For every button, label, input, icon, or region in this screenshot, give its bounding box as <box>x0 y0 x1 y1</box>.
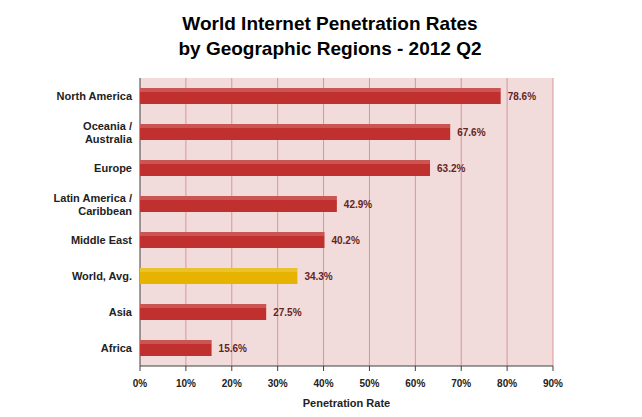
grid-line <box>185 78 186 366</box>
y-axis-line <box>140 78 141 366</box>
bar <box>140 196 337 212</box>
tick-label: 50% <box>359 378 379 389</box>
data-label: 34.3% <box>304 271 332 282</box>
tick-mark <box>507 366 508 371</box>
category-label-line: Oceania / <box>83 120 132 132</box>
bar <box>140 340 212 356</box>
bar <box>140 88 501 104</box>
chart: World Internet Penetration Rates by Geogr… <box>0 0 642 417</box>
category-label: North America <box>57 90 133 102</box>
plot-area <box>140 78 553 366</box>
category-label-line: Latin America / <box>54 192 132 204</box>
bar-highlight <box>140 304 266 308</box>
x-axis: 0% 10% 20% 30% 40% 50% 60% 70% 80% 90% <box>133 366 563 389</box>
page: {"chart_data": {"type": "bar", "orientat… <box>0 0 642 417</box>
bar-highlight <box>140 268 297 272</box>
grid-line <box>277 78 278 366</box>
tick-mark <box>277 366 278 371</box>
bar <box>140 304 266 320</box>
data-label: 40.2% <box>331 235 359 246</box>
subtitle: by Geographic Regions - 2012 Q2 <box>178 38 481 59</box>
category-label-line: Australia <box>85 133 133 145</box>
category-label: Europe <box>94 162 132 174</box>
tick-mark <box>140 366 141 371</box>
bar-highlight <box>140 160 430 164</box>
category-label-line: Caribbean <box>78 205 132 217</box>
grid-line <box>415 78 416 366</box>
x-axis-title: Penetration Rate <box>303 397 390 409</box>
grid-line <box>553 78 554 366</box>
category-label-line: Africa <box>101 342 133 354</box>
grid <box>186 78 553 366</box>
category-label-line: World, Avg. <box>72 270 132 282</box>
tick-label: 40% <box>314 378 334 389</box>
tick-label: 0% <box>133 378 148 389</box>
bar-highlight <box>140 340 212 344</box>
bar-highlight <box>140 232 324 236</box>
category-label: Latin America /Caribbean <box>54 192 133 217</box>
labels: North America 78.6% Oceania /Australia 67.6… <box>54 90 537 354</box>
grid-line <box>323 78 324 366</box>
grid-line <box>461 78 462 366</box>
tick-mark <box>553 366 554 371</box>
data-label: 67.6% <box>457 127 485 138</box>
category-label: Asia <box>109 306 133 318</box>
tick-label: 60% <box>405 378 425 389</box>
tick-mark <box>323 366 324 371</box>
data-label: 63.2% <box>437 163 465 174</box>
data-label: 27.5% <box>273 307 301 318</box>
tick-label: 90% <box>543 378 563 389</box>
grid-line <box>507 78 508 366</box>
tick-label: 30% <box>268 378 288 389</box>
grid-line <box>231 78 232 366</box>
tick-label: 20% <box>222 378 242 389</box>
data-label: 15.6% <box>219 343 247 354</box>
bar-highlight <box>140 196 337 200</box>
bar-highlight <box>140 88 501 92</box>
category-label-line: North America <box>57 90 133 102</box>
title: World Internet Penetration Rates <box>182 13 477 34</box>
category-label: World, Avg. <box>72 270 132 282</box>
category-label: Africa <box>101 342 133 354</box>
tick-mark <box>461 366 462 371</box>
tick-mark <box>369 366 370 371</box>
bar <box>140 160 430 176</box>
tick-label: 10% <box>176 378 196 389</box>
tick-mark <box>185 366 186 371</box>
tick-label: 80% <box>497 378 517 389</box>
data-label: 78.6% <box>508 91 536 102</box>
grid-line <box>369 78 370 366</box>
bar <box>140 232 324 248</box>
category-label-line: Asia <box>109 306 133 318</box>
data-label: 42.9% <box>344 199 372 210</box>
bar <box>140 124 450 140</box>
bar <box>140 268 297 284</box>
category-label: Oceania /Australia <box>83 120 133 145</box>
tick-mark <box>415 366 416 371</box>
tick-mark <box>231 366 232 371</box>
category-label-line: Middle East <box>71 234 132 246</box>
bar-highlight <box>140 124 450 128</box>
category-label-line: Europe <box>94 162 132 174</box>
tick-label: 70% <box>451 378 471 389</box>
x-axis-line <box>140 366 553 367</box>
category-label: Middle East <box>71 234 132 246</box>
bars <box>140 88 501 356</box>
